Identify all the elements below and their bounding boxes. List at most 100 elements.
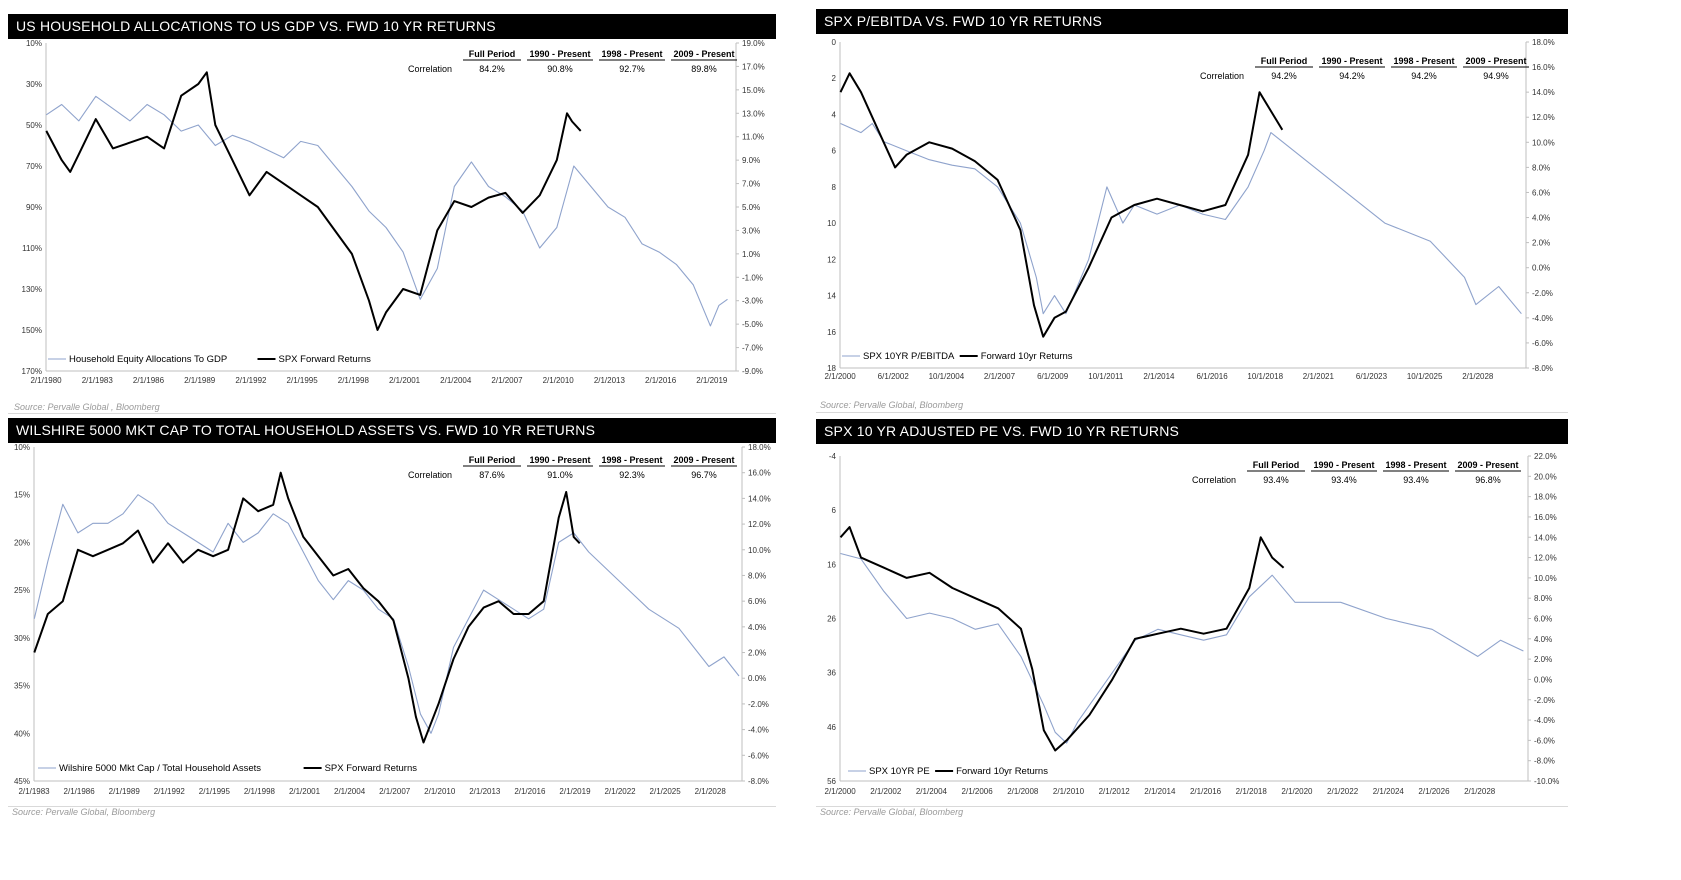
correlation-value: 89.8% bbox=[691, 64, 717, 74]
left-axis-tick-label: 26 bbox=[827, 615, 836, 624]
right-axis-tick-label: -8.0% bbox=[748, 777, 769, 786]
left-axis-tick-label: -4 bbox=[829, 452, 837, 461]
left-axis-tick-label: 90% bbox=[26, 203, 42, 212]
left-axis-tick-label: 18 bbox=[827, 364, 836, 373]
left-axis-tick-label: 110% bbox=[22, 244, 42, 253]
x-axis-tick-label: 2/1/1989 bbox=[184, 376, 216, 385]
x-axis-tick-label: 2/1/2010 bbox=[424, 787, 456, 796]
correlation-value: 92.7% bbox=[619, 64, 645, 74]
correlation-label: Correlation bbox=[1200, 71, 1244, 81]
correlation-header: Full Period bbox=[1253, 460, 1300, 470]
right-axis-tick-label: -2.0% bbox=[748, 700, 769, 709]
x-axis-tick-label: 2/1/2004 bbox=[334, 787, 366, 796]
series-line-right-axis bbox=[45, 71, 582, 331]
right-axis-tick-label: 15.0% bbox=[742, 86, 765, 95]
right-axis-tick-label: 10.0% bbox=[1532, 138, 1555, 147]
left-axis-tick-label: 6 bbox=[832, 147, 837, 156]
right-axis-tick-label: 6.0% bbox=[748, 597, 766, 606]
correlation-header: 1998 - Present bbox=[1393, 56, 1454, 66]
right-axis-tick-label: -6.0% bbox=[748, 751, 769, 760]
left-axis-tick-label: 30% bbox=[14, 634, 30, 643]
right-axis-tick-label: 2.0% bbox=[748, 649, 766, 658]
source-note: Source: Pervalle Global, Bloomberg bbox=[820, 807, 964, 817]
correlation-header: 2009 - Present bbox=[673, 49, 734, 59]
correlation-value: 93.4% bbox=[1331, 475, 1357, 485]
chart-svg: 10% 30% 50% 70% 90% 110% 130% 150% 170% 19.0% 17.0… bbox=[22, 39, 765, 385]
correlation-header: 2009 - Present bbox=[1457, 460, 1518, 470]
right-axis-tick-label: 4.0% bbox=[1534, 635, 1552, 644]
right-axis-tick-label: 10.0% bbox=[1534, 574, 1557, 583]
legend-label: Household Equity Allocations To GDP bbox=[69, 354, 227, 365]
correlation-header: 1990 - Present bbox=[529, 49, 590, 59]
left-axis-tick-label: 8 bbox=[832, 183, 837, 192]
x-axis-tick-label: 2/1/1986 bbox=[64, 787, 96, 796]
x-axis-tick-label: 2/1/1983 bbox=[82, 376, 114, 385]
left-axis-tick-label: 10 bbox=[827, 219, 836, 228]
correlation-label: Correlation bbox=[408, 64, 452, 74]
x-axis-tick-label: 10/1/2011 bbox=[1088, 372, 1124, 381]
chart-title: SPX 10 YR ADJUSTED PE VS. FWD 10 YR RETU… bbox=[816, 419, 1568, 444]
x-axis-tick-label: 2/1/2018 bbox=[1236, 787, 1268, 796]
left-axis-tick-label: 15% bbox=[14, 491, 30, 500]
chart-title: US HOUSEHOLD ALLOCATIONS TO US GDP VS. F… bbox=[8, 14, 776, 39]
right-axis-tick-label: -1.0% bbox=[742, 273, 763, 282]
series-line-left-axis bbox=[840, 552, 1524, 744]
right-axis-tick-label: 0.0% bbox=[748, 674, 766, 683]
right-axis-tick-label: 18.0% bbox=[1534, 493, 1557, 502]
x-axis-tick-label: 2/1/2010 bbox=[1053, 787, 1085, 796]
x-axis-tick-label: 2/1/2006 bbox=[962, 787, 994, 796]
legend-label: Forward 10yr Returns bbox=[956, 766, 1048, 777]
x-axis-tick-label: 2/1/2010 bbox=[543, 376, 575, 385]
series-line-left-axis bbox=[33, 494, 740, 734]
left-axis-tick-label: 12 bbox=[827, 255, 836, 264]
series-line-right-axis bbox=[839, 526, 1285, 752]
right-axis-tick-label: 18.0% bbox=[1532, 38, 1555, 47]
right-axis-tick-label: 17.0% bbox=[742, 62, 765, 71]
right-axis-tick-label: -9.0% bbox=[742, 367, 763, 376]
correlation-value: 91.0% bbox=[547, 470, 573, 480]
correlation-value: 94.2% bbox=[1411, 71, 1437, 81]
x-axis-tick-label: 2/1/2024 bbox=[1373, 787, 1405, 796]
correlation-value: 93.4% bbox=[1263, 475, 1289, 485]
x-axis-tick-label: 2/1/2021 bbox=[1303, 372, 1335, 381]
correlation-header: Full Period bbox=[469, 49, 516, 59]
correlation-header: 1998 - Present bbox=[1385, 460, 1446, 470]
legend-label: Wilshire 5000 Mkt Cap / Total Household … bbox=[59, 763, 261, 774]
x-axis-tick-label: 2/1/1995 bbox=[199, 787, 231, 796]
source-note: Source: Pervalle Global, Bloomberg bbox=[12, 807, 156, 817]
right-axis-tick-label: -4.0% bbox=[748, 726, 769, 735]
correlation-header: 1990 - Present bbox=[1313, 460, 1374, 470]
right-axis-tick-label: 0.0% bbox=[1534, 675, 1552, 684]
left-axis-tick-label: 14 bbox=[827, 292, 836, 301]
chart-svg: 10% 15% 20% 25% 30% 35% 40% 45% 18.0% 16.0% 14.0% 1… bbox=[14, 443, 771, 796]
x-axis-tick-label: 2/1/1992 bbox=[154, 787, 186, 796]
right-axis-tick-label: -8.0% bbox=[1532, 364, 1553, 373]
right-axis-tick-label: 14.0% bbox=[1532, 88, 1555, 97]
right-axis-tick-label: -7.0% bbox=[742, 344, 763, 353]
left-axis-tick-label: 0 bbox=[832, 38, 837, 47]
x-axis-tick-label: 2/1/1980 bbox=[30, 376, 62, 385]
series-line-left-axis bbox=[45, 95, 728, 327]
right-axis-tick-label: -3.0% bbox=[742, 297, 763, 306]
legend-label: SPX Forward Returns bbox=[279, 354, 372, 365]
right-axis-tick-label: -8.0% bbox=[1534, 757, 1555, 766]
right-axis-tick-label: -5.0% bbox=[742, 320, 763, 329]
source-note: Source: Pervalle Global, Bloomberg bbox=[820, 400, 964, 410]
right-axis-tick-label: -4.0% bbox=[1532, 314, 1553, 323]
right-axis-tick-label: -6.0% bbox=[1534, 736, 1555, 745]
left-axis-tick-label: 20% bbox=[14, 538, 30, 547]
right-axis-tick-label: 16.0% bbox=[1532, 63, 1555, 72]
left-axis-tick-label: 70% bbox=[26, 162, 42, 171]
legend-label: SPX Forward Returns bbox=[325, 763, 418, 774]
x-axis-tick-label: 2/1/2013 bbox=[469, 787, 501, 796]
right-axis-tick-label: 14.0% bbox=[748, 494, 771, 503]
legend-label: SPX 10YR P/EBITDA bbox=[863, 351, 955, 362]
correlation-value: 94.9% bbox=[1483, 71, 1509, 81]
correlation-value: 96.8% bbox=[1475, 475, 1501, 485]
chart-title: SPX P/EBITDA VS. FWD 10 YR RETURNS bbox=[816, 9, 1568, 34]
x-axis-tick-label: 2/1/2001 bbox=[389, 376, 421, 385]
right-axis-tick-label: 6.0% bbox=[1532, 188, 1550, 197]
right-axis-tick-label: 12.0% bbox=[748, 520, 771, 529]
x-axis-tick-label: 2/1/2014 bbox=[1143, 372, 1175, 381]
left-axis-tick-label: 150% bbox=[22, 326, 42, 335]
